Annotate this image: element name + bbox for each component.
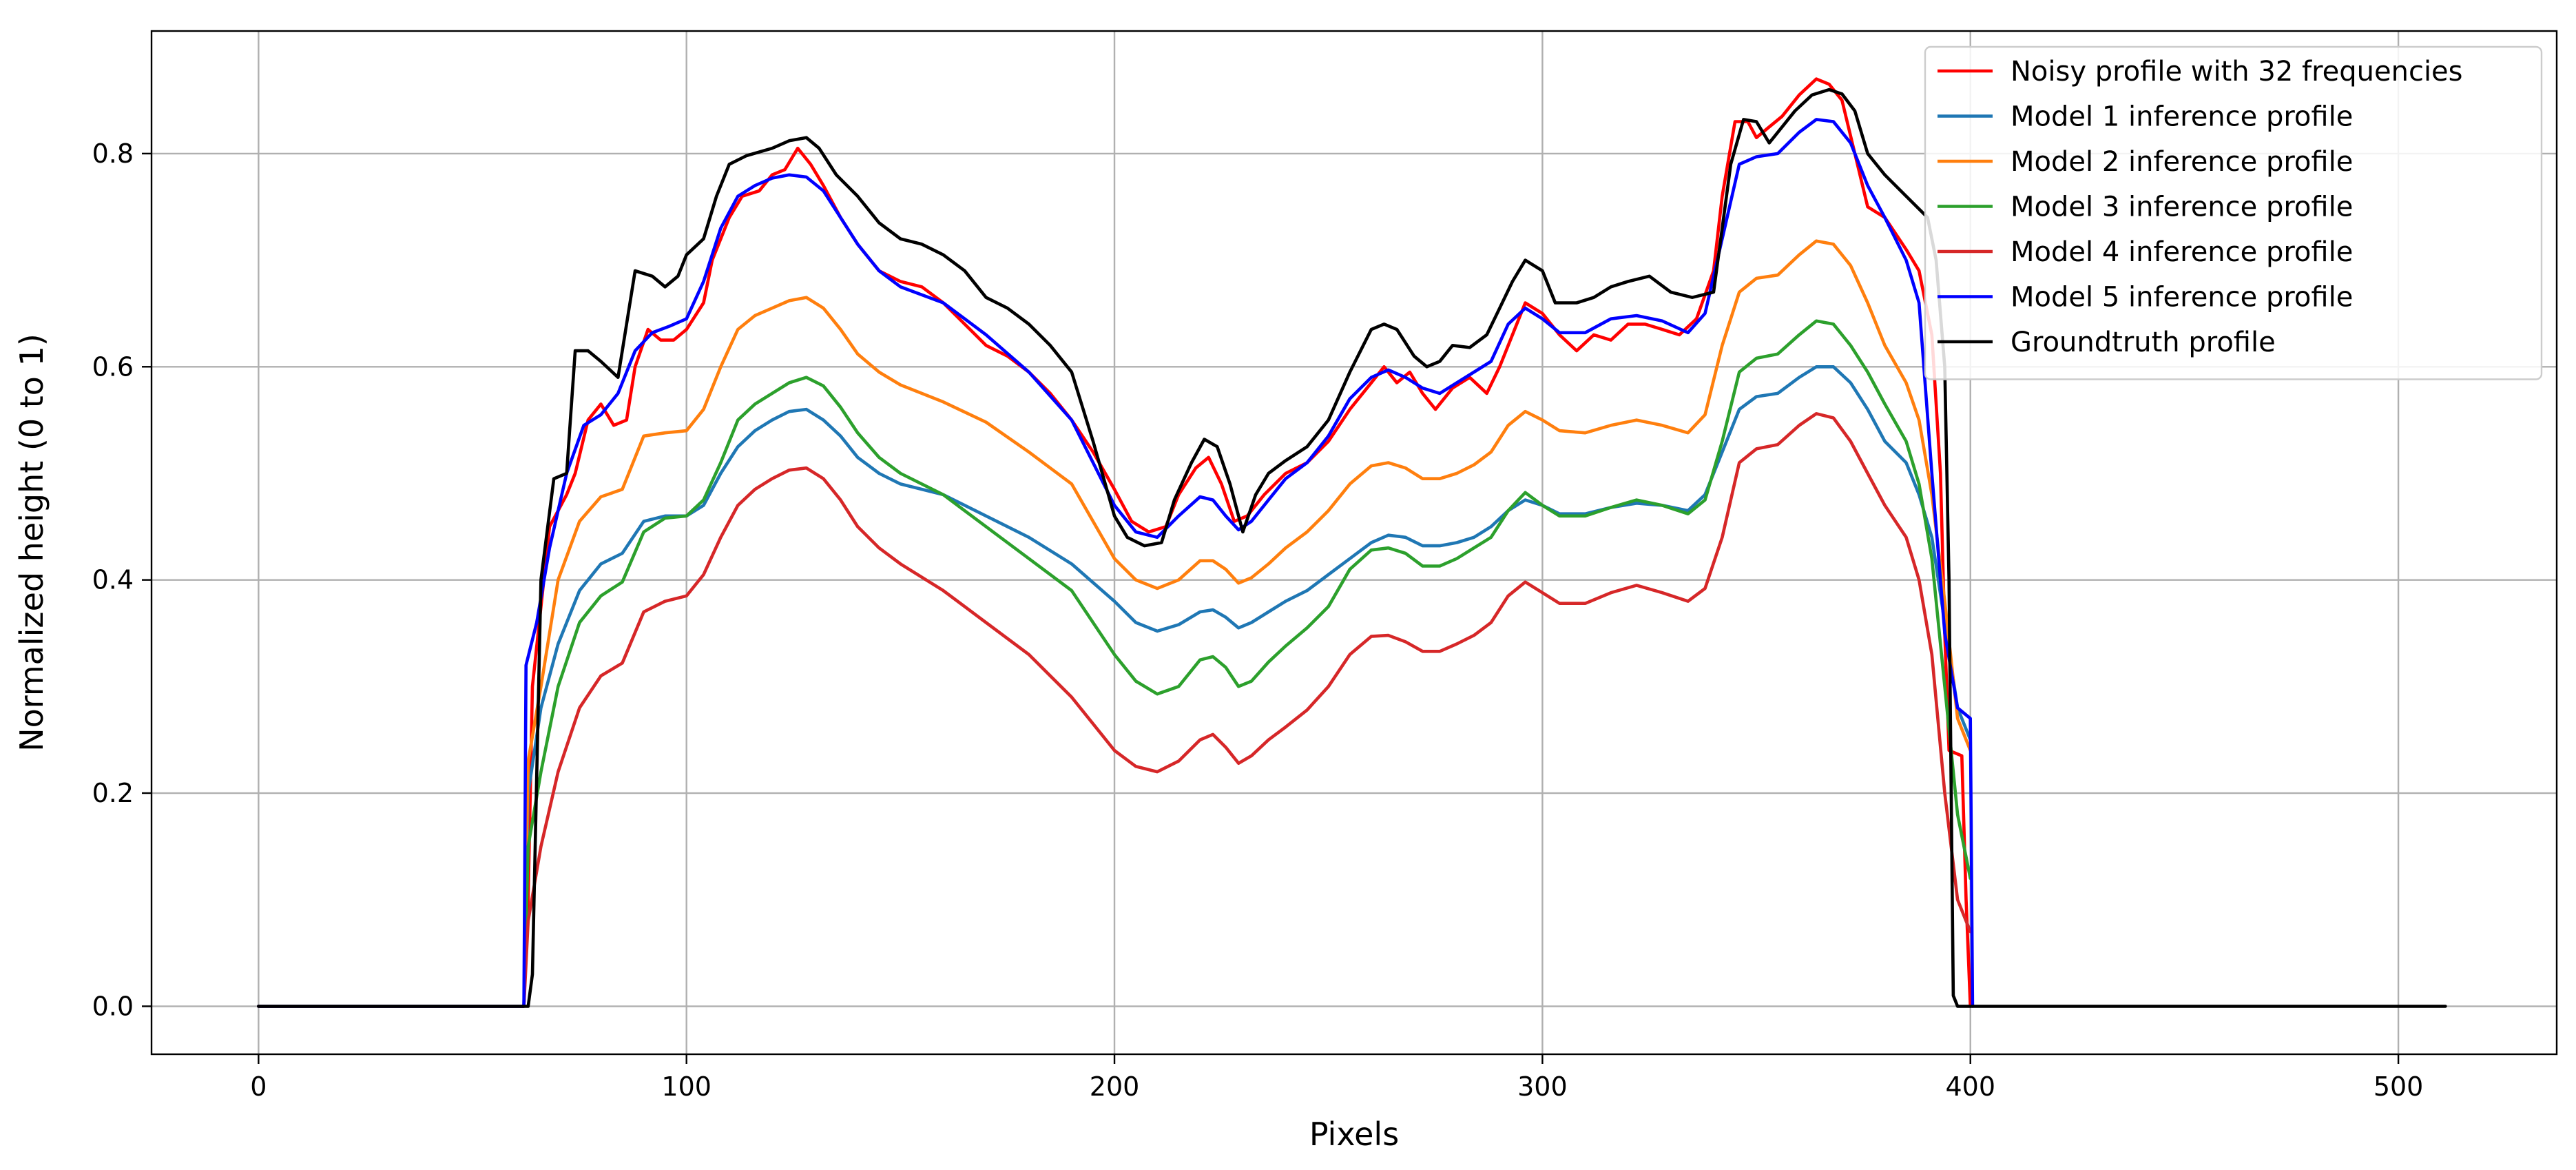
series-lines: [257, 77, 2447, 1008]
y-tick-label: 0.6: [92, 351, 134, 382]
legend-box: [1924, 45, 2543, 380]
y-tick-label: 0.2: [92, 778, 134, 808]
legend-entry-label: Model 3 inference profile: [2011, 192, 2353, 223]
y-axis-label: Normalized height (0 to 1): [13, 333, 50, 752]
series-line-1: [257, 77, 1972, 1008]
y-tick-label: 0.4: [92, 565, 134, 595]
legend: Noisy profile with 32 frequencies Model 1…: [1924, 45, 2543, 380]
series-line-4: [257, 319, 1972, 1008]
x-tick-label: 300: [1517, 1071, 1568, 1102]
series-line-5: [257, 412, 1972, 1008]
series-line-2: [257, 365, 1972, 1008]
legend-entry-label: Model 4 inference profile: [2011, 236, 2353, 268]
x-tick-label: 100: [661, 1071, 711, 1102]
legend-entry-label: Groundtruth profile: [2011, 327, 2276, 358]
y-tick-label: 0.0: [92, 991, 134, 1021]
x-tick-label: 400: [1945, 1071, 1995, 1102]
series-line-3: [257, 239, 1972, 1008]
x-tick-label: 500: [2374, 1071, 2424, 1102]
x-axis-label: Pixels: [1309, 1116, 1399, 1153]
x-tick-label: 200: [1090, 1071, 1140, 1102]
series-line-6: [257, 118, 1975, 1008]
axis-ticks: 0 100 200 300 400 500 0.0 0.2 0.4 0.6 0.8: [92, 138, 2424, 1102]
y-tick-label: 0.8: [92, 138, 134, 169]
legend-entry-label: Model 5 inference profile: [2011, 282, 2353, 314]
legend-entry-label: Noisy profile with 32 frequencies: [2011, 56, 2463, 88]
axes-frame: [150, 30, 2558, 1056]
legend-entry-label: Model 1 inference profile: [2011, 101, 2353, 133]
x-tick-label: 0: [250, 1071, 267, 1102]
series-line-7: [257, 88, 2447, 1008]
legend-entry-label: Model 2 inference profile: [2011, 146, 2353, 178]
